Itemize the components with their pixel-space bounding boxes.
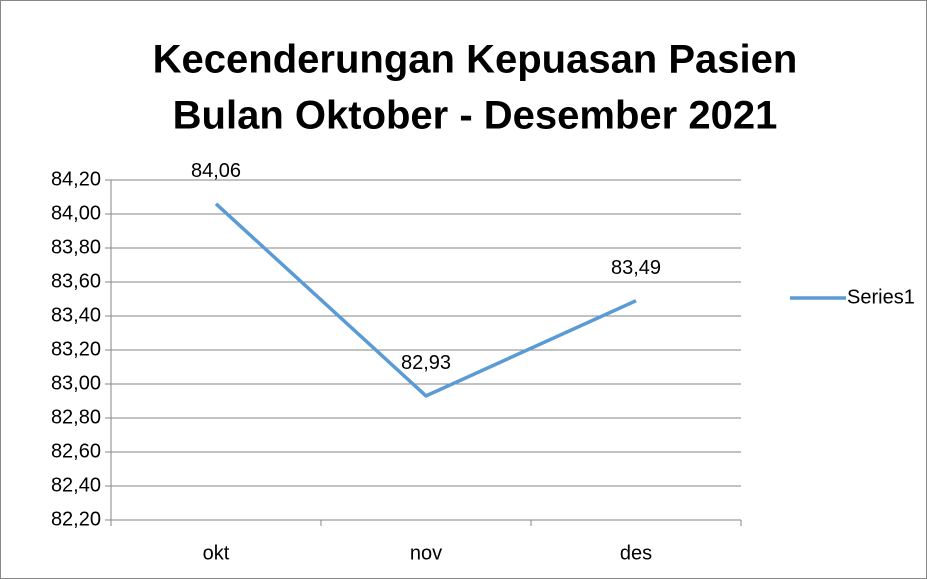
y-tick-label: 82,80 [51,406,101,428]
chart-title: Bulan Oktober - Desember 2021 [173,94,778,138]
data-label: 82,93 [401,352,451,374]
y-tick-label: 82,40 [51,474,101,496]
y-tick-label: 83,80 [51,236,101,258]
series-line [214,202,637,398]
legend-label: Series1 [847,286,915,308]
x-tick-label: nov [410,542,442,564]
y-tick-label: 84,00 [51,202,101,224]
y-tick-label: 82,20 [51,508,101,530]
x-tick-label: okt [203,542,230,564]
data-label: 84,06 [191,160,241,182]
y-tick-label: 83,00 [51,372,101,394]
y-tick-label: 82,60 [51,440,101,462]
x-tick-label: des [620,542,652,564]
data-label: 83,49 [611,257,661,279]
y-tick-label: 83,40 [51,304,101,326]
y-tick-label: 84,20 [51,168,101,190]
y-tick-label: 83,20 [51,338,101,360]
chart-title: Kecenderungan Kepuasan Pasien [153,38,798,82]
y-tick-label: 83,60 [51,270,101,292]
